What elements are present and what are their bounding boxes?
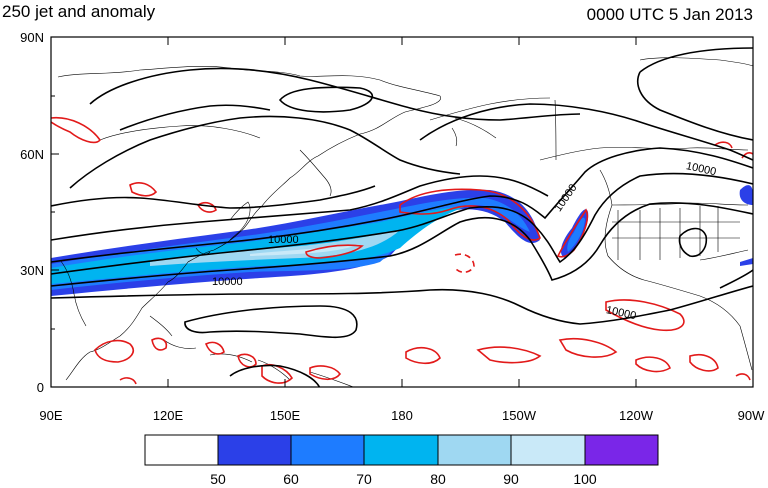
lat-labels: 90N 60N 30N 0 <box>20 30 44 395</box>
jet-shade-90 <box>250 244 360 256</box>
lon-label: 90W <box>738 408 765 423</box>
jet-shading <box>51 185 753 296</box>
colorbar-label: 90 <box>503 471 519 487</box>
map-title: 250 jet and anomaly <box>2 2 156 21</box>
contour-label: 10000 <box>268 234 299 246</box>
lon-label: 180 <box>391 408 413 423</box>
colorbar-box <box>217 434 292 466</box>
lat-label: 60N <box>20 147 44 162</box>
colorbar-box <box>144 434 219 466</box>
height-contours <box>51 47 753 387</box>
lat-label: 90N <box>20 30 44 45</box>
lon-label: 150W <box>502 408 537 423</box>
lat-label: 0 <box>37 380 44 395</box>
lon-label: 150E <box>270 408 301 423</box>
colorbar-label: 70 <box>356 471 372 487</box>
colorbar-label: 100 <box>573 471 597 487</box>
colorbar-box <box>363 434 439 466</box>
colorbar: 50 60 70 80 90 100 <box>144 434 659 487</box>
jet-shade-coast-inner <box>567 217 585 252</box>
colorbar-label: 80 <box>430 471 446 487</box>
map-timestamp: 0000 UTC 5 Jan 2013 <box>587 5 753 24</box>
anomaly-contours <box>51 116 753 385</box>
contour-labels: 10000 10000 10000 10000 10000 <box>212 160 717 322</box>
jet-shade-east <box>739 185 753 205</box>
lon-label: 120E <box>153 408 184 423</box>
lon-labels: 90E 120E 150E 180 150W 120W 90W <box>39 408 765 423</box>
plot-area <box>51 47 753 387</box>
contour-label: 10000 <box>212 276 243 288</box>
axis-ticks <box>50 36 754 388</box>
colorbar-label: 50 <box>210 471 226 487</box>
jet-shade-gulf <box>740 258 753 266</box>
colorbar-label: 60 <box>283 471 299 487</box>
lon-label: 90E <box>39 408 62 423</box>
lat-label: 30N <box>20 263 44 278</box>
contour-label: 10000 <box>552 182 579 214</box>
colorbar-box <box>510 434 586 466</box>
lon-label: 120W <box>619 408 654 423</box>
colorbar-box <box>290 434 365 466</box>
jet-shade-80 <box>150 230 400 266</box>
colorbar-box <box>437 434 512 466</box>
colorbar-box <box>584 434 659 466</box>
